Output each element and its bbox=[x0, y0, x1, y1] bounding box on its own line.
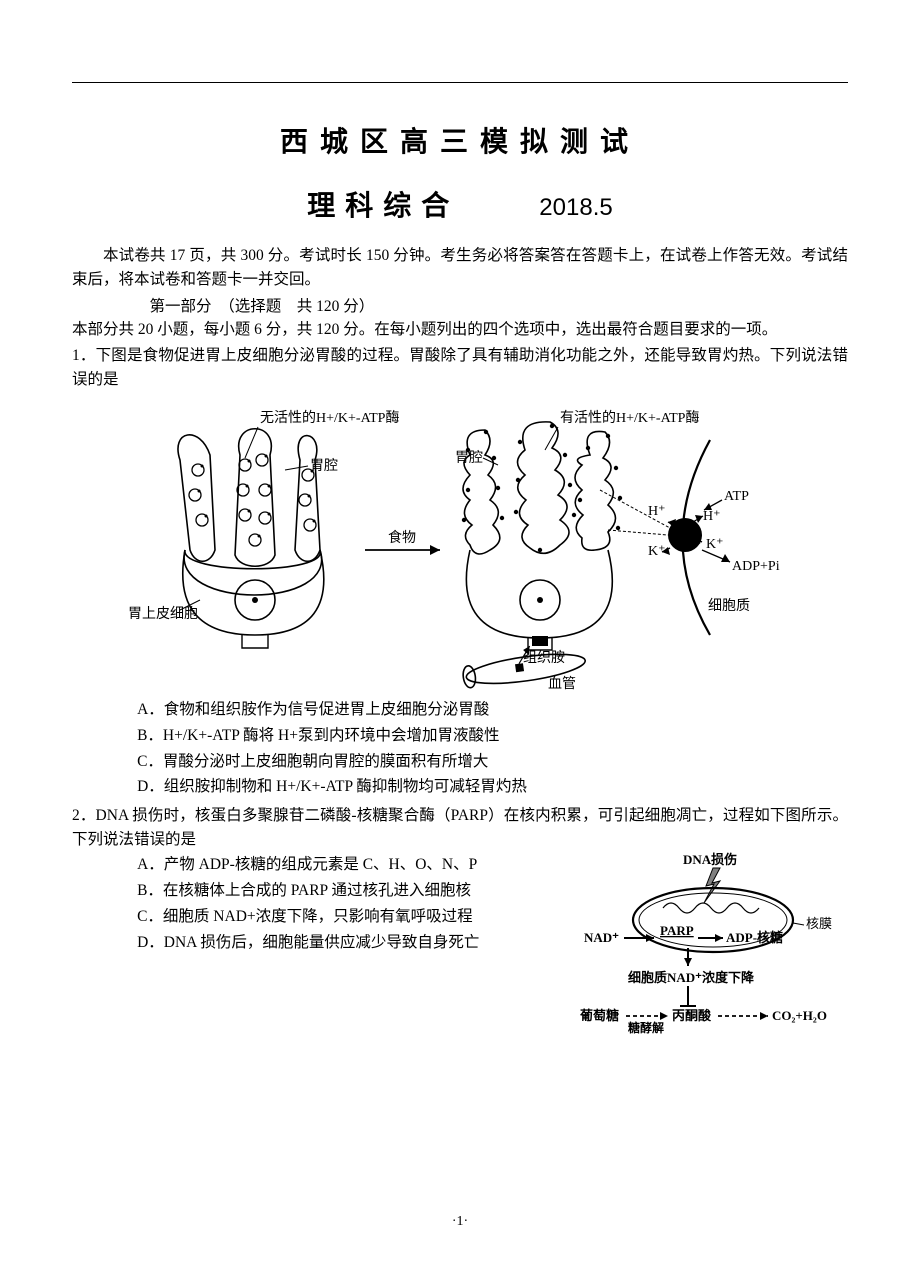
q1-option-b: B．H+/K+-ATP 酶将 H+泵到内环境中会增加胃液酸性 bbox=[137, 724, 848, 749]
label-active-enzyme: 有活性的H+/K+-ATP酶 bbox=[560, 410, 699, 426]
subtitle: 理科综合 bbox=[307, 184, 459, 224]
label-k-plus-r: K⁺ bbox=[706, 537, 724, 552]
label-dna-damage: DNA损伤 bbox=[683, 852, 737, 867]
q1-stem: 1．下图是食物促进胃上皮细胞分泌胃酸的过程。胃酸除了具有辅助消化功能之外，还能导… bbox=[72, 344, 848, 392]
right-cell bbox=[462, 422, 622, 650]
q2-options: A．产物 ADP-核糖的组成元素是 C、H、O、N、P B．在核糖体上合成的 P… bbox=[137, 853, 558, 955]
q2-option-c: C．细胞质 NAD+浓度下降，只影响有氧呼吸过程 bbox=[137, 905, 558, 930]
main-title: 西城区高三模拟测试 bbox=[72, 120, 848, 160]
label-inactive-enzyme: 无活性的H+/K+-ATP酶 bbox=[260, 410, 399, 426]
label-glycolysis: 糖酵解 bbox=[628, 1020, 664, 1035]
top-rule bbox=[72, 82, 848, 83]
label-nad-plus: NAD⁺ bbox=[584, 930, 619, 945]
q2-figure: DNA损伤 核膜 NAD⁺ PARP ADP-核糖 细胞质NAD⁺浓度下降 bbox=[568, 848, 848, 1043]
label-stomach-cavity-left: 胃腔 bbox=[310, 458, 338, 474]
q2-option-d: D．DNA 损伤后，细胞能量供应减少导致自身死亡 bbox=[137, 931, 558, 956]
label-adp-ribose: ADP-核糖 bbox=[726, 930, 783, 945]
label-blood-vessel: 血管 bbox=[548, 676, 576, 690]
q2-option-b: B．在核糖体上合成的 PARP 通过核孔进入细胞核 bbox=[137, 879, 558, 904]
q1-option-d: D．组织胺抑制物和 H+/K+-ATP 酶抑制物均可减轻胃灼热 bbox=[137, 775, 848, 800]
membrane-pump: ATP ADP+Pi H⁺ H⁺ K⁺ K⁺ bbox=[600, 440, 780, 635]
label-pyruvate: 丙酮酸 bbox=[672, 1008, 712, 1023]
q1-option-c: C．胃酸分泌时上皮细胞朝向胃腔的膜面积有所增大 bbox=[137, 750, 848, 775]
q1-options: A．食物和组织胺作为信号促进胃上皮细胞分泌胃酸 B．H+/K+-ATP 酶将 H… bbox=[137, 698, 848, 800]
intro-p1: 本试卷共 17 页，共 300 分。考试时长 150 分钟。考生务必将答案答在答… bbox=[72, 244, 848, 292]
label-h-plus-r: H⁺ bbox=[703, 509, 721, 524]
food-arrow: 食物 bbox=[365, 529, 440, 555]
subtitle-row: 理科综合 2018.5 bbox=[72, 184, 848, 224]
label-histamine: 组织胺 bbox=[523, 650, 565, 666]
label-nuclear-membrane: 核膜 bbox=[806, 916, 832, 931]
q1-figure: 无活性的H+/K+-ATP酶 胃腔 胃上皮细胞 食物 有活性的H+/K+-ATP… bbox=[72, 400, 848, 690]
page-number: ·1· bbox=[0, 1214, 920, 1230]
label-adp-pi: ADP+Pi bbox=[732, 559, 780, 574]
q2-stem: 2．DNA 损伤时，核蛋白多聚腺苷二磷酸-核糖聚合酶（PARP）在核内积累，可引… bbox=[72, 804, 848, 852]
label-food: 食物 bbox=[388, 529, 416, 546]
label-co2-h2o: CO₂+H₂O bbox=[772, 1008, 827, 1023]
section-label: 第一部分 （选择题 共 120 分） bbox=[150, 294, 849, 316]
label-epithelial-cell: 胃上皮细胞 bbox=[128, 606, 198, 622]
label-atp: ATP bbox=[724, 489, 749, 504]
date: 2018.5 bbox=[539, 194, 612, 222]
label-stomach-cavity-right: 胃腔 bbox=[455, 450, 483, 466]
label-cytoplasm: 细胞质 bbox=[708, 598, 750, 614]
label-nad-drop: 细胞质NAD⁺浓度下降 bbox=[628, 970, 755, 985]
intro-p2: 本部分共 20 小题，每小题 6 分，共 120 分。在每小题列出的四个选项中，… bbox=[72, 318, 848, 342]
q2-option-a: A．产物 ADP-核糖的组成元素是 C、H、O、N、P bbox=[137, 853, 558, 878]
q1-option-a: A．食物和组织胺作为信号促进胃上皮细胞分泌胃酸 bbox=[137, 698, 848, 723]
label-glucose: 葡萄糖 bbox=[579, 1008, 619, 1023]
label-parp: PARP bbox=[660, 923, 694, 938]
label-h-plus-l: H⁺ bbox=[648, 504, 666, 519]
left-cell bbox=[178, 429, 324, 648]
